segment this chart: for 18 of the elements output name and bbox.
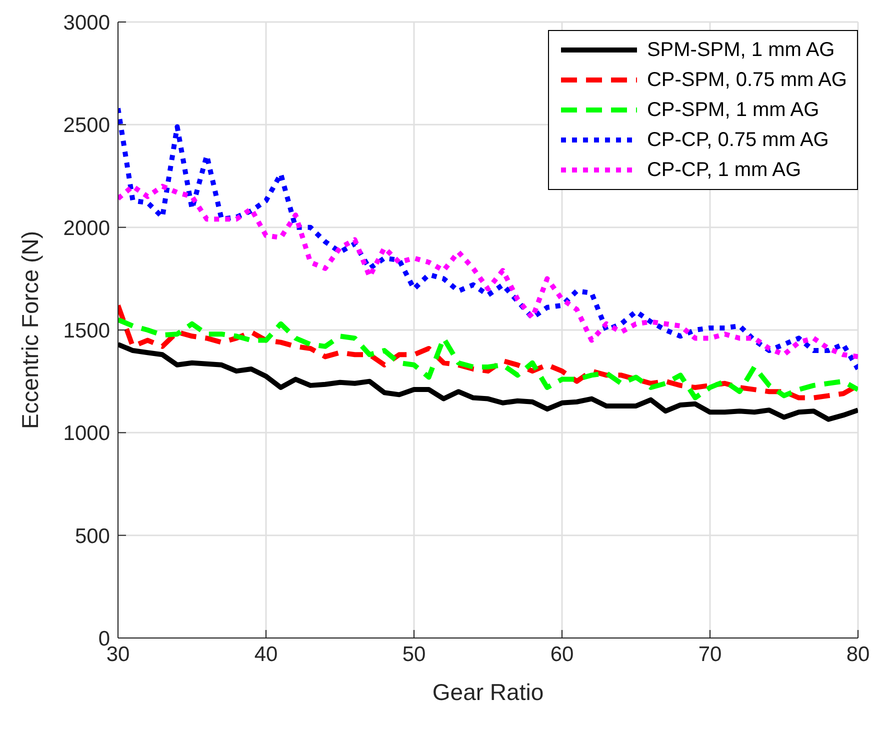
- y-tick-label: 1500: [63, 319, 110, 342]
- y-axis-title: Eccentric Force (N): [17, 230, 44, 430]
- x-tick-label: 70: [698, 642, 722, 666]
- y-tick-label: 2000: [63, 216, 110, 240]
- y-tick-label: 3000: [63, 11, 110, 34]
- x-tick-label: 60: [550, 642, 574, 666]
- x-axis-title: Gear Ratio: [432, 679, 544, 705]
- y-tick-label: 2500: [63, 114, 110, 138]
- y-tick-label: 500: [74, 524, 110, 548]
- legend-label: CP-CP, 1 mm AG: [646, 158, 802, 182]
- x-tick-label: 40: [254, 642, 278, 666]
- legend-label: CP-SPM, 0.75 mm AG: [646, 68, 847, 92]
- legend-label: CP-SPM, 1 mm AG: [646, 98, 820, 122]
- y-tick-label: 1000: [63, 422, 110, 446]
- x-tick-label: 50: [402, 642, 426, 666]
- legend-label: SPM-SPM, 1 mm AG: [646, 38, 835, 62]
- legend-label: CP-CP, 0.75 mm AG: [646, 128, 829, 152]
- x-tick-label: 80: [846, 642, 870, 666]
